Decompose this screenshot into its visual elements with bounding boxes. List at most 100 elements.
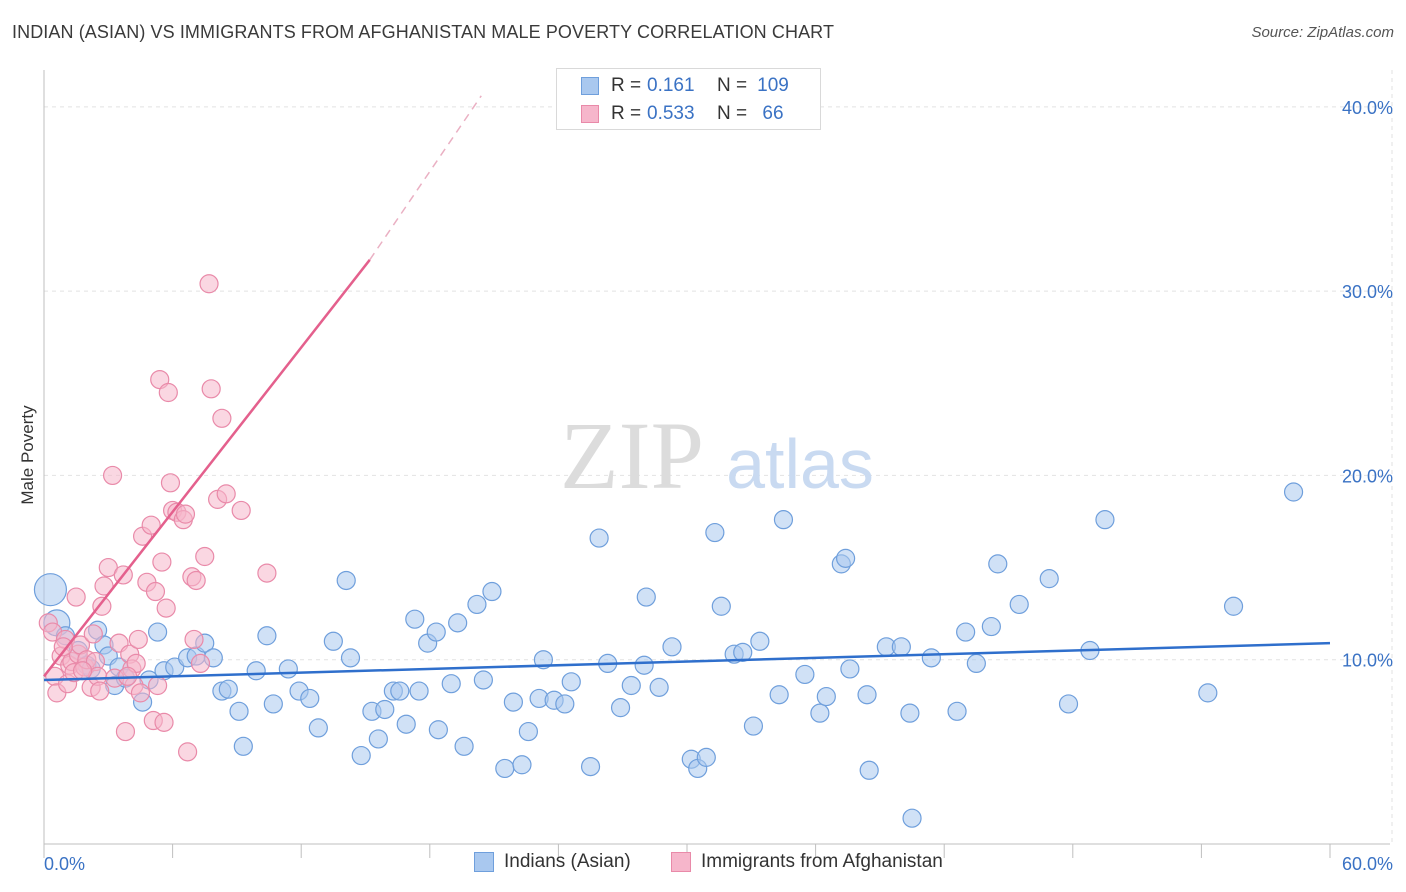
- afghanistan-trend-line: [43, 259, 371, 678]
- indian-point: [233, 736, 253, 756]
- indian-point: [482, 581, 502, 602]
- afghanistan-point: [186, 570, 206, 591]
- chart-title: INDIAN (ASIAN) VS IMMIGRANTS FROM AFGHAN…: [12, 22, 835, 42]
- indian-point: [263, 694, 283, 714]
- indian-point: [390, 681, 410, 701]
- afghanistan-point: [141, 515, 161, 535]
- indian-point: [555, 694, 575, 714]
- indian-point: [634, 655, 654, 675]
- indian-point: [773, 510, 794, 530]
- indian-point: [323, 631, 343, 651]
- indian-point: [662, 637, 682, 657]
- indian-point: [396, 714, 416, 734]
- afghanistan-point: [158, 382, 178, 403]
- legend-swatch-blue: [581, 77, 599, 95]
- indian-point: [368, 729, 388, 749]
- indian-point: [589, 528, 609, 548]
- indian-point: [278, 659, 298, 679]
- afghanistan-point: [190, 653, 211, 674]
- afghanistan-point: [231, 500, 251, 521]
- afghanistan-point: [257, 563, 277, 583]
- indian-point: [147, 622, 168, 642]
- indian-point: [454, 736, 474, 756]
- indian-point: [981, 616, 1001, 637]
- indian-point: [518, 721, 538, 742]
- points-layer: [33, 274, 1304, 828]
- legend-n-value: 66: [762, 103, 784, 124]
- afghanistan-point: [92, 596, 112, 616]
- x-tick-label-min: 0.0%: [44, 854, 85, 874]
- indian-point: [257, 626, 277, 646]
- watermark-atlas: atlas: [726, 425, 874, 503]
- indian-point: [409, 681, 429, 701]
- indian-point: [947, 701, 967, 721]
- legend-swatch-blue: [474, 852, 494, 872]
- indian-point: [1009, 594, 1029, 615]
- afghanistan-trend-extension: [369, 95, 482, 261]
- afghanistan-point: [128, 629, 148, 650]
- indian-point: [902, 808, 922, 828]
- indian-point: [733, 642, 753, 662]
- indian-point: [533, 650, 553, 670]
- afghanistan-point: [147, 675, 168, 696]
- legend-r-value: 0.161: [647, 75, 695, 96]
- indian-trend-line: [43, 641, 1331, 682]
- indian-point: [426, 622, 446, 642]
- afghanistan-point: [72, 661, 93, 681]
- afghanistan-point: [53, 637, 73, 657]
- afghanistan-point: [66, 587, 86, 607]
- afghanistan-point: [94, 576, 114, 596]
- indian-point: [340, 648, 361, 668]
- indian-point: [750, 631, 770, 651]
- y-tick-label: 10.0%: [1342, 651, 1393, 671]
- indian-point: [33, 573, 68, 607]
- indian-point: [1058, 694, 1079, 714]
- watermark: ZIP atlas: [560, 402, 874, 509]
- indian-point: [810, 703, 830, 723]
- series-legend: Indians (Asian) Immigrants from Afghanis…: [0, 851, 1406, 877]
- indian-point: [300, 688, 320, 709]
- indian-point: [769, 685, 789, 705]
- correlation-legend: R = 0.161 N = 109 R = 0.533 N = 66: [556, 68, 821, 130]
- indian-point: [988, 554, 1008, 574]
- indian-point: [891, 637, 911, 657]
- legend-row-afghanistan: R = 0.533 N = 66: [581, 102, 793, 126]
- legend-n-label: N =: [717, 103, 748, 124]
- indian-point: [246, 661, 266, 681]
- legend-row-indians: R = 0.161 N = 109: [581, 74, 793, 98]
- afghanistan-point: [115, 721, 136, 742]
- afghanistan-point: [175, 504, 196, 524]
- afghanistan-point: [130, 683, 151, 703]
- indian-point: [218, 679, 238, 699]
- indian-point: [1223, 596, 1244, 616]
- afghanistan-point: [178, 742, 198, 762]
- legend-n-value: 109: [757, 75, 789, 96]
- afghanistan-point: [195, 546, 215, 567]
- afghanistan-point: [83, 624, 103, 644]
- afghanistan-point: [216, 484, 236, 504]
- indian-point: [705, 522, 725, 543]
- indian-point: [816, 686, 836, 707]
- indian-point: [711, 596, 731, 616]
- afghanistan-point: [145, 581, 166, 602]
- trend-layer: [43, 95, 1331, 682]
- axes-layer: [43, 70, 1390, 858]
- indian-point: [621, 675, 641, 696]
- indian-point: [921, 648, 941, 668]
- source-label: Source: ZipAtlas.com: [1251, 24, 1394, 41]
- indian-point: [561, 672, 581, 692]
- indian-point: [512, 755, 532, 775]
- indian-point: [1198, 683, 1218, 703]
- legend-swatch-pink: [671, 852, 691, 872]
- watermark-zip: ZIP: [560, 402, 704, 509]
- indian-point: [308, 718, 328, 738]
- indian-point: [795, 664, 815, 685]
- indian-point: [495, 758, 515, 779]
- indian-point: [840, 659, 860, 679]
- indian-point: [636, 587, 656, 607]
- indian-point: [900, 703, 920, 723]
- indian-point: [580, 756, 601, 777]
- indian-point: [836, 548, 856, 568]
- afghanistan-point: [152, 552, 172, 572]
